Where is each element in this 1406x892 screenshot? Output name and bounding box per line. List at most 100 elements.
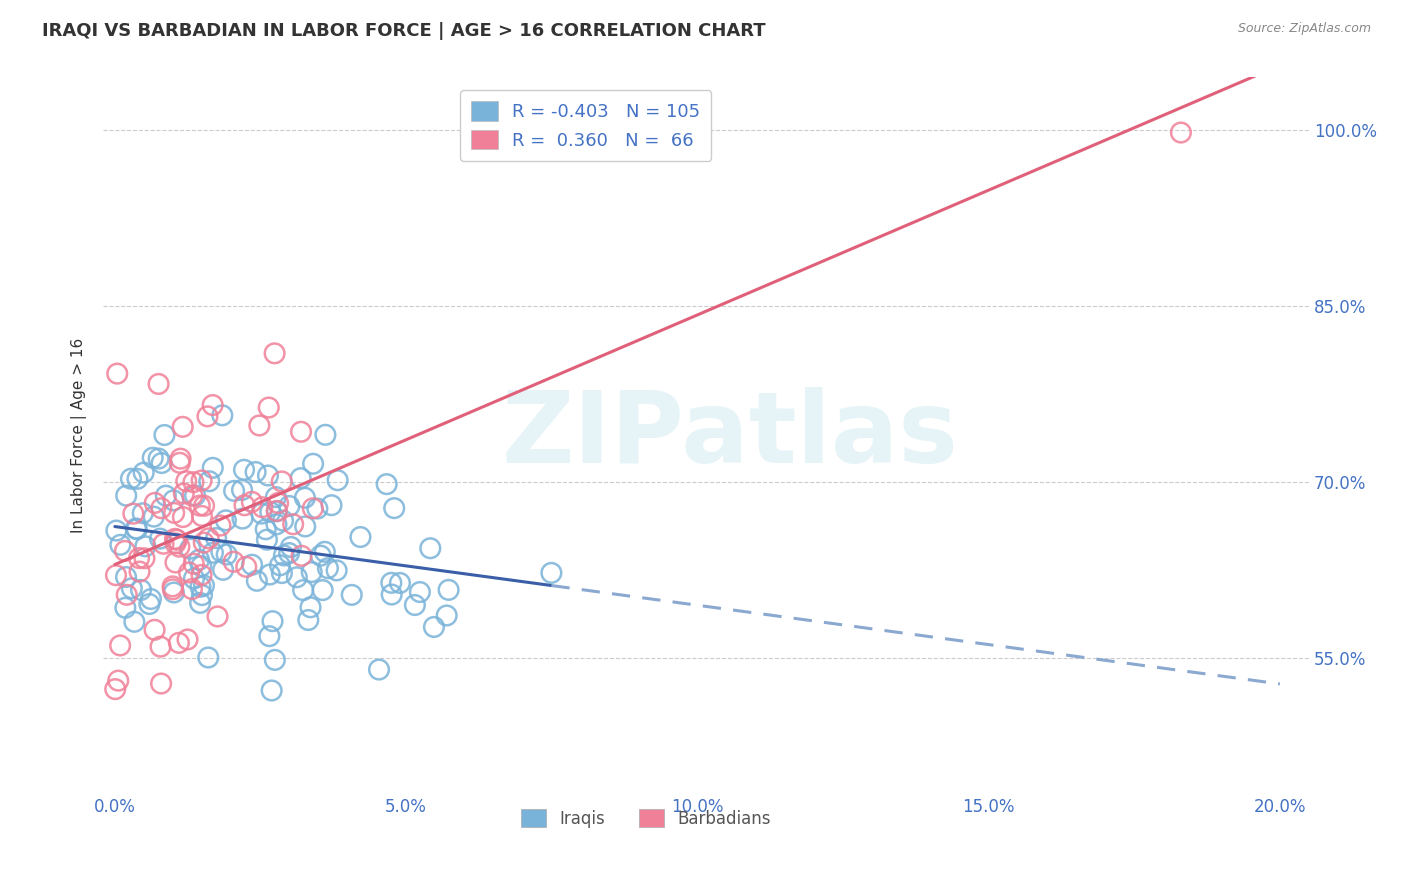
Point [152,537,174,551]
Point [423,620,446,634]
Point [388,576,411,591]
Point [224,483,246,498]
Point [190,580,212,594]
Point [266,504,288,518]
Point [191,508,214,523]
Point [290,425,312,439]
Point [197,409,219,424]
Point [285,570,308,584]
Point [153,428,176,442]
Point [198,474,221,488]
Point [254,522,277,536]
Legend: Iraqis, Barbadians: Iraqis, Barbadians [515,803,778,834]
Point [419,541,441,556]
Point [409,585,432,599]
Point [142,450,165,465]
Point [211,409,233,423]
Point [188,553,211,567]
Point [299,600,322,615]
Point [240,495,263,509]
Point [235,559,257,574]
Point [138,597,160,611]
Point [172,420,194,434]
Point [311,583,333,598]
Point [183,572,205,586]
Y-axis label: In Labor Force | Age > 16: In Labor Force | Age > 16 [72,337,87,533]
Point [149,640,172,654]
Point [263,346,285,360]
Point [162,493,184,508]
Point [105,367,128,381]
Point [250,507,273,521]
Point [233,463,256,477]
Point [176,632,198,647]
Point [149,532,172,546]
Point [104,682,127,697]
Point [382,501,405,516]
Point [127,472,149,486]
Point [163,585,186,599]
Point [260,683,283,698]
Point [262,614,284,628]
Point [177,566,200,580]
Point [165,556,187,570]
Point [169,456,191,470]
Point [368,663,391,677]
Point [190,568,212,582]
Point [281,517,304,532]
Point [207,609,229,624]
Point [302,457,325,471]
Point [240,558,263,572]
Point [114,544,136,558]
Point [231,511,253,525]
Point [321,498,343,512]
Point [174,474,197,488]
Point [165,536,187,550]
Point [181,582,204,596]
Point [193,499,215,513]
Point [231,483,253,497]
Point [222,555,245,569]
Point [246,574,269,588]
Point [259,567,281,582]
Point [132,466,155,480]
Point [309,549,332,563]
Point [173,486,195,500]
Point [150,676,173,690]
Point [205,531,228,545]
Point [266,504,288,518]
Point [128,565,150,579]
Point [155,489,177,503]
Point [163,506,186,520]
Point [150,501,173,516]
Point [122,507,145,521]
Point [297,613,319,627]
Point [252,500,274,515]
Point [163,532,186,546]
Point [294,491,316,505]
Point [307,501,329,516]
Point [201,546,224,560]
Point [148,451,170,466]
Point [188,499,211,513]
Point [278,546,301,560]
Point [162,579,184,593]
Point [212,563,235,577]
Point [169,451,191,466]
Point [270,475,292,489]
Point [266,517,288,532]
Point [326,473,349,487]
Point [142,509,165,524]
Point [162,582,184,597]
Point [280,540,302,554]
Point [290,549,312,563]
Point [294,519,316,533]
Point [301,565,323,579]
Point [436,608,458,623]
Point [256,533,278,547]
Point [193,578,215,592]
Point [292,583,315,598]
Point [115,489,138,503]
Point [540,566,562,580]
Point [316,561,339,575]
